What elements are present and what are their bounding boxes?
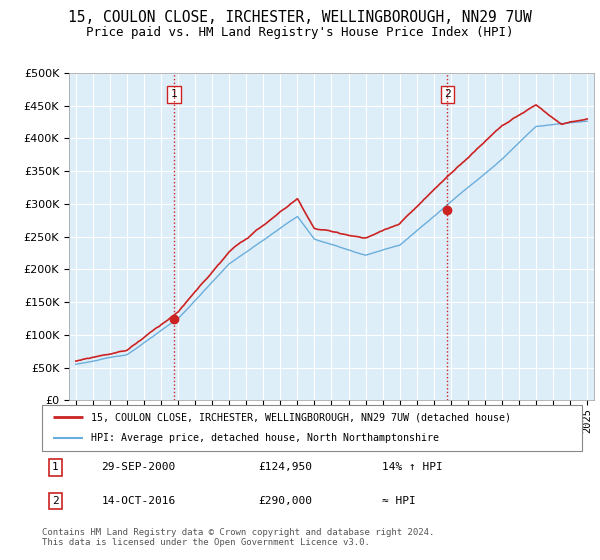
Text: 1: 1 [170,89,177,99]
Text: £124,950: £124,950 [258,463,312,472]
Text: 2: 2 [52,496,59,506]
Text: 29-SEP-2000: 29-SEP-2000 [101,463,176,472]
Text: 15, COULON CLOSE, IRCHESTER, WELLINGBOROUGH, NN29 7UW (detached house): 15, COULON CLOSE, IRCHESTER, WELLINGBORO… [91,412,511,422]
Text: 14-OCT-2016: 14-OCT-2016 [101,496,176,506]
Text: £290,000: £290,000 [258,496,312,506]
Text: 14% ↑ HPI: 14% ↑ HPI [382,463,443,472]
Text: ≈ HPI: ≈ HPI [382,496,416,506]
Text: 15, COULON CLOSE, IRCHESTER, WELLINGBOROUGH, NN29 7UW: 15, COULON CLOSE, IRCHESTER, WELLINGBORO… [68,10,532,25]
Text: Price paid vs. HM Land Registry's House Price Index (HPI): Price paid vs. HM Land Registry's House … [86,26,514,39]
Text: HPI: Average price, detached house, North Northamptonshire: HPI: Average price, detached house, Nort… [91,433,439,444]
Text: Contains HM Land Registry data © Crown copyright and database right 2024.
This d: Contains HM Land Registry data © Crown c… [42,528,434,547]
Text: 1: 1 [52,463,59,472]
Text: 2: 2 [444,89,451,99]
FancyBboxPatch shape [42,405,582,451]
